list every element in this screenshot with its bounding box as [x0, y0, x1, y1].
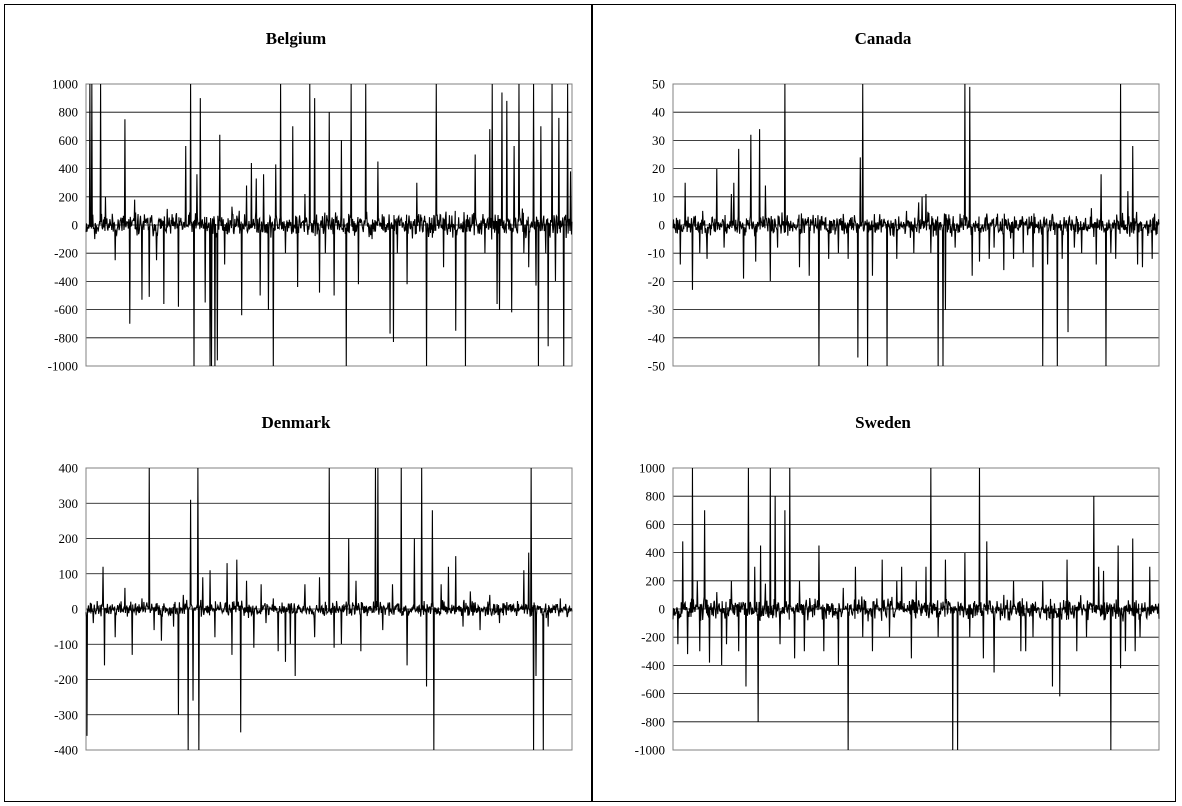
series-line — [85, 467, 573, 751]
y-tick-label: 0 — [659, 602, 666, 617]
y-tick-label: 200 — [59, 189, 79, 204]
canada-chart: 50 40 30 20 10 0 -10 -20 -30 -40 -50 — [648, 77, 1160, 374]
chart-panel-canada: Canada 50 40 30 20 10 0 -10 -20 -30 -40 -50 — [593, 5, 1173, 388]
y-tick-label: -200 — [54, 246, 78, 261]
series-line — [672, 467, 1160, 751]
figure-divider — [591, 4, 593, 802]
chart-panel-belgium: Belgium 1000 800 600 400 200 0 -200 -400 -600 -80… — [6, 5, 586, 388]
y-tick-label: 400 — [646, 545, 666, 560]
y-tick-label: -600 — [54, 302, 78, 317]
y-tick-label: -50 — [648, 359, 665, 374]
y-tick-label: 200 — [59, 531, 79, 546]
y-tick-label: -20 — [648, 274, 665, 289]
y-tick-label: -100 — [54, 637, 78, 652]
y-tick-label: -300 — [54, 707, 78, 722]
y-tick-label: -200 — [54, 672, 78, 687]
chart-title: Belgium — [265, 29, 327, 48]
y-tick-label: 800 — [646, 489, 666, 504]
y-tick-label: -40 — [648, 330, 665, 345]
sweden-chart: 1000 800 600 400 200 0 -200 -400 -600 -800 -1000 — [635, 461, 1160, 758]
y-tick-label: 1000 — [52, 77, 78, 92]
y-tick-label: -30 — [648, 302, 665, 317]
y-tick-label: 1000 — [639, 461, 665, 476]
series-line — [85, 83, 573, 367]
y-tick-label: 800 — [59, 105, 79, 120]
denmark-chart: 400 300 200 100 0 -100 -200 -300 -400 — [54, 461, 573, 758]
y-tick-label: -800 — [641, 714, 665, 729]
y-tick-label: 400 — [59, 161, 79, 176]
y-tick-label: 40 — [652, 105, 665, 120]
y-tick-label: 10 — [652, 189, 665, 204]
y-tick-label: 200 — [646, 573, 666, 588]
y-tick-label: 20 — [652, 161, 665, 176]
chart-title: Denmark — [261, 413, 331, 432]
y-tick-label: 30 — [652, 133, 665, 148]
chart-panel-denmark: Denmark 400 300 200 100 0 -100 -200 -300 -400 — [6, 389, 586, 772]
y-tick-label: 600 — [59, 133, 79, 148]
belgium-chart: 1000 800 600 400 200 0 -200 -400 -600 -800 -1000 — [48, 77, 573, 374]
y-tick-label: -1000 — [635, 743, 665, 758]
y-tick-label: -400 — [54, 274, 78, 289]
y-tick-label: -200 — [641, 630, 665, 645]
y-tick-label: -400 — [54, 743, 78, 758]
y-tick-label: 300 — [59, 496, 79, 511]
y-tick-label: 400 — [59, 461, 79, 476]
series-line — [672, 83, 1160, 367]
y-tick-label: 50 — [652, 77, 665, 92]
chart-panel-sweden: Sweden 1000 800 600 400 200 0 -200 -400 -600 -800… — [593, 389, 1173, 772]
y-tick-label: 100 — [59, 566, 79, 581]
chart-title: Canada — [854, 29, 912, 48]
chart-title: Sweden — [855, 413, 911, 432]
y-tick-label: -800 — [54, 330, 78, 345]
y-tick-label: -600 — [641, 686, 665, 701]
figure-frame — [4, 4, 1176, 802]
y-tick-label: 0 — [72, 218, 79, 233]
y-tick-label: 0 — [659, 218, 666, 233]
y-tick-label: -400 — [641, 658, 665, 673]
y-tick-label: -1000 — [48, 359, 78, 374]
y-tick-label: 600 — [646, 517, 666, 532]
y-tick-label: -10 — [648, 246, 665, 261]
y-tick-label: 0 — [72, 602, 79, 617]
